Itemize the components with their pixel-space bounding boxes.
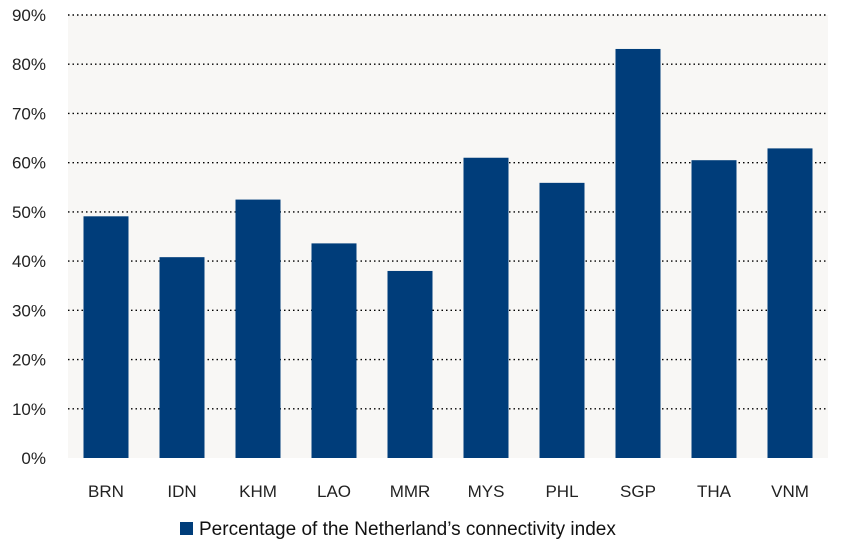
- bar-mmr: [387, 270, 433, 458]
- bar-mys: [463, 157, 509, 458]
- x-tick-label: MYS: [468, 482, 505, 501]
- x-tick-label: PHL: [545, 482, 578, 501]
- bar-idn: [159, 257, 205, 458]
- bar-khm: [235, 199, 281, 459]
- y-tick-label: 70%: [12, 104, 46, 123]
- y-tick-label: 60%: [12, 154, 46, 173]
- legend: Percentage of the Netherland’s connectiv…: [180, 519, 616, 540]
- bar-brn: [83, 216, 129, 458]
- y-tick-label: 0%: [21, 449, 46, 468]
- x-tick-label: VNM: [771, 482, 809, 501]
- bar-tha: [691, 160, 737, 458]
- y-tick-label: 20%: [12, 351, 46, 370]
- x-axis: BRN IDN KHM LAO MMR MYS PHL SGP THA VNM: [88, 482, 809, 501]
- x-tick-label: THA: [697, 482, 732, 501]
- y-tick-label: 30%: [12, 301, 46, 320]
- bar-phl: [539, 182, 585, 458]
- x-tick-label: MMR: [390, 482, 431, 501]
- y-tick-label: 50%: [12, 203, 46, 222]
- y-tick-label: 40%: [12, 252, 46, 271]
- y-tick-label: 80%: [12, 55, 46, 74]
- x-tick-label: LAO: [317, 482, 351, 501]
- bar-vnm: [767, 148, 813, 459]
- legend-swatch: [180, 522, 193, 535]
- x-tick-label: IDN: [167, 482, 196, 501]
- x-tick-label: KHM: [239, 482, 277, 501]
- x-tick-label: SGP: [620, 482, 656, 501]
- y-tick-label: 90%: [12, 6, 46, 25]
- legend-label: Percentage of the Netherland’s connectiv…: [199, 519, 616, 540]
- y-axis: 0% 10% 20% 30% 40% 50% 60% 70% 80% 90%: [12, 6, 46, 468]
- bars: [83, 48, 813, 459]
- bar-sgp: [615, 48, 661, 459]
- bar-lao: [311, 243, 357, 458]
- x-tick-label: BRN: [88, 482, 124, 501]
- y-tick-label: 10%: [12, 400, 46, 419]
